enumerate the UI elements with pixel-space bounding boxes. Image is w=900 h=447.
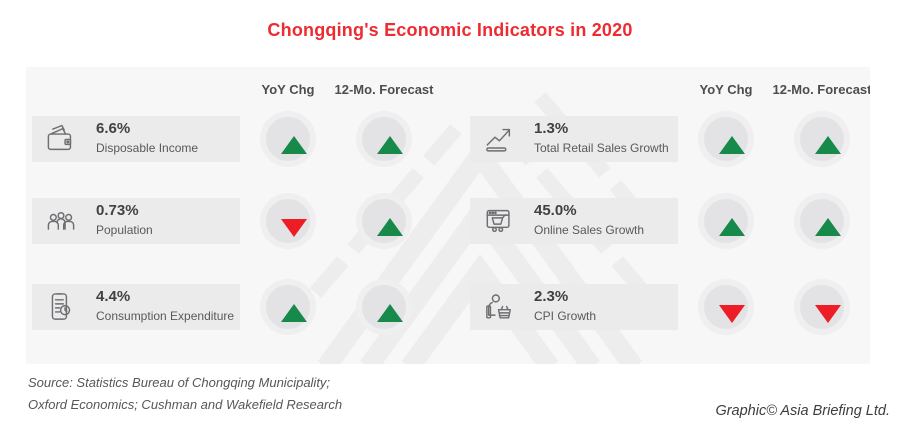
circle-disc xyxy=(800,117,844,161)
online-cart-icon xyxy=(481,203,517,239)
circle-disc xyxy=(704,117,748,161)
population-icon xyxy=(43,203,79,239)
up-arrow-icon xyxy=(377,218,403,236)
indicator-row: 4.4% Consumption Expenditure xyxy=(32,279,422,335)
down-arrow-icon xyxy=(281,219,307,237)
indicator-value: 2.3% xyxy=(534,288,569,305)
indicator-card: 4.4% Consumption Expenditure xyxy=(32,284,240,330)
indicator-value: 1.3% xyxy=(534,120,569,137)
up-arrow-icon xyxy=(377,304,403,322)
circle-disc xyxy=(362,285,406,329)
page-title: Chongqing's Economic Indicators in 2020 xyxy=(267,20,633,40)
circle-disc xyxy=(266,117,310,161)
graphic-credit: Graphic© Asia Briefing Ltd. xyxy=(715,403,890,419)
up-arrow-icon xyxy=(281,136,307,154)
indicator-row: 1.3% Total Retail Sales Growth xyxy=(470,111,860,167)
forecast-indicator-circle xyxy=(356,279,412,335)
indicator-value: 0.73% xyxy=(96,202,139,219)
circle-disc xyxy=(800,199,844,243)
source-line-2: Oxford Economics; Cushman and Wakefield … xyxy=(28,397,343,412)
indicator-row: 6.6% Disposable Income xyxy=(32,111,422,167)
circle-disc xyxy=(266,199,310,243)
shopper-basket-icon xyxy=(481,289,517,325)
indicator-group-left: YoY Chg 12-Mo. Forecast 6.6% Disposable I… xyxy=(32,67,433,364)
down-arrow-icon xyxy=(719,305,745,323)
column-header-yoy: YoY Chg xyxy=(261,82,315,97)
up-arrow-icon xyxy=(815,136,841,154)
source-note: Source: Statistics Bureau of Chongqing M… xyxy=(28,372,342,416)
indicator-row: 45.0% Online Sales Growth xyxy=(470,193,860,249)
circle-disc xyxy=(800,285,844,329)
yoy-indicator-circle xyxy=(698,193,754,249)
yoy-indicator-circle xyxy=(698,279,754,335)
indicator-row: 2.3% CPI Growth xyxy=(470,279,860,335)
indicator-card: 2.3% CPI Growth xyxy=(470,284,678,330)
up-arrow-icon xyxy=(719,136,745,154)
indicator-value: 45.0% xyxy=(534,202,577,219)
column-header-forecast: 12-Mo. Forecast xyxy=(334,82,434,97)
indicator-row: 0.73% Population xyxy=(32,193,422,249)
wallet-icon xyxy=(43,121,79,157)
yoy-indicator-circle xyxy=(260,193,316,249)
column-header-forecast: 12-Mo. Forecast xyxy=(772,82,870,97)
forecast-indicator-circle xyxy=(356,193,412,249)
circle-disc xyxy=(704,199,748,243)
indicator-group-right: YoY Chg 12-Mo. Forecast 1.3% Total Retail… xyxy=(470,67,870,364)
forecast-indicator-circle xyxy=(356,111,412,167)
indicator-label: CPI Growth xyxy=(534,309,597,323)
mobile-spending-icon xyxy=(43,289,79,325)
up-arrow-icon xyxy=(719,218,745,236)
indicator-value: 6.6% xyxy=(96,120,131,137)
indicator-label: Disposable Income xyxy=(96,141,199,155)
down-arrow-icon xyxy=(815,305,841,323)
yoy-indicator-circle xyxy=(260,111,316,167)
column-header-yoy: YoY Chg xyxy=(699,82,753,97)
circle-disc xyxy=(266,285,310,329)
yoy-indicator-circle xyxy=(698,111,754,167)
circle-disc xyxy=(362,199,406,243)
indicator-card: 1.3% Total Retail Sales Growth xyxy=(470,116,678,162)
up-arrow-icon xyxy=(377,136,403,154)
forecast-indicator-circle xyxy=(794,111,850,167)
forecast-indicator-circle xyxy=(794,279,850,335)
indicator-card: 45.0% Online Sales Growth xyxy=(470,198,678,244)
indicator-value: 4.4% xyxy=(96,288,131,305)
indicator-label: Consumption Expenditure xyxy=(96,309,235,323)
forecast-indicator-circle xyxy=(794,193,850,249)
yoy-indicator-circle xyxy=(260,279,316,335)
indicator-label: Online Sales Growth xyxy=(534,223,645,237)
indicator-label: Population xyxy=(96,223,153,237)
retail-chart-icon xyxy=(481,121,517,157)
up-arrow-icon xyxy=(815,218,841,236)
indicator-label: Total Retail Sales Growth xyxy=(534,141,669,155)
indicator-card: 0.73% Population xyxy=(32,198,240,244)
indicator-card: 6.6% Disposable Income xyxy=(32,116,240,162)
source-line-1: Source: Statistics Bureau of Chongqing M… xyxy=(28,375,331,390)
circle-disc xyxy=(704,285,748,329)
circle-disc xyxy=(362,117,406,161)
up-arrow-icon xyxy=(281,304,307,322)
indicators-panel: YoY Chg 12-Mo. Forecast 6.6% Disposable I… xyxy=(26,67,870,364)
